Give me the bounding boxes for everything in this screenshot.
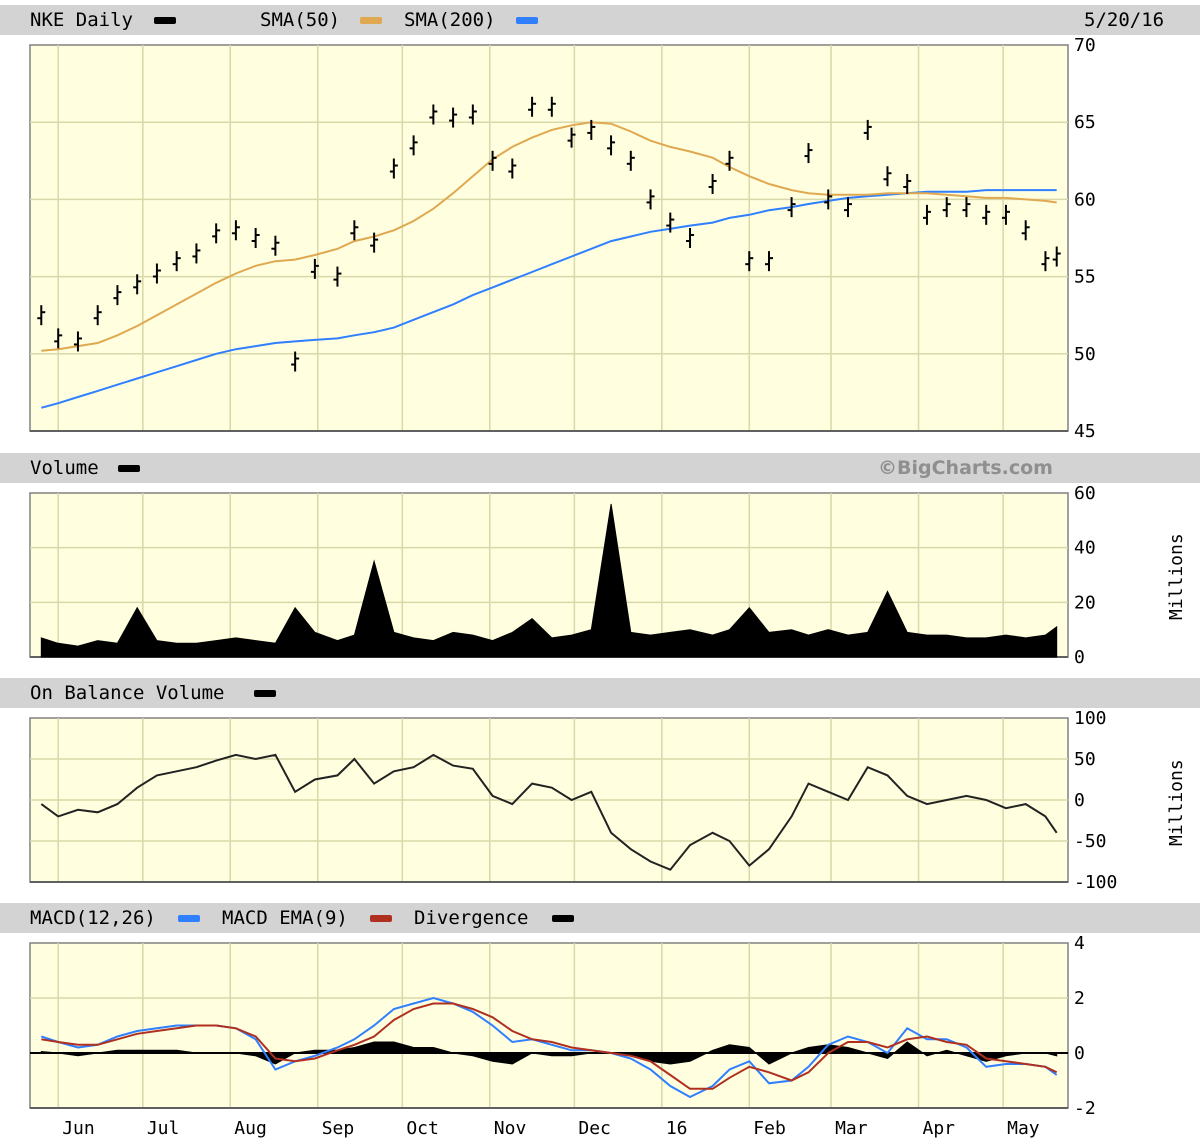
volume-area [40, 503, 1058, 658]
x-tick-label-5: Nov [494, 1118, 527, 1139]
obv-unit-label: Millions [1166, 759, 1187, 846]
macd-ytick-label-0: 4 [1074, 933, 1085, 954]
price-ytick-label-2: 60 [1074, 189, 1096, 210]
macd-ytick-label-1: 2 [1074, 988, 1085, 1009]
volume-panel-header: Volume ©BigCharts.com [0, 453, 1200, 483]
volume-ytick-label-1: 40 [1074, 538, 1096, 559]
price-ytick-label-3: 55 [1074, 267, 1096, 288]
price-ytick-label-0: 70 [1074, 35, 1096, 56]
volume-ytick-label-0: 60 [1074, 483, 1096, 504]
x-tick-label-3: Sep [322, 1118, 355, 1139]
x-tick-label-11: May [1007, 1118, 1040, 1139]
obv-ytick-label-3: -50 [1074, 831, 1107, 852]
macd-legend-swatch [178, 915, 200, 922]
x-tick-label-9: Mar [835, 1118, 868, 1139]
copyright-label: ©BigCharts.com [878, 457, 1053, 479]
x-tick-label-8: Feb [753, 1118, 786, 1139]
macd-legend-label: MACD(12,26) [30, 907, 156, 929]
volume-legend-swatch [118, 465, 140, 472]
macd-panel-header: MACD(12,26) MACD EMA(9) Divergence [0, 903, 1200, 933]
price-panel: 70 65 60 55 50 45 [29, 35, 1096, 442]
x-tick-label-0: Jun [62, 1118, 95, 1139]
sma200-line [41, 189, 1057, 409]
price-panel-header: NKE Daily SMA(50) SMA(200) 5/20/16 [0, 5, 1200, 35]
price-ytick-label-4: 50 [1074, 344, 1096, 365]
obv-ytick-label-1: 50 [1074, 749, 1096, 770]
obv-legend-swatch [254, 690, 276, 697]
macd-ema-legend-label: MACD EMA(9) [222, 907, 348, 929]
price-plot-area [29, 44, 1069, 432]
sma50-legend-swatch [360, 17, 382, 24]
obv-line [40, 753, 1058, 871]
macd-ytick-label-2: 0 [1074, 1043, 1085, 1064]
obv-ytick-label-4: -100 [1074, 872, 1117, 893]
divergence-legend-swatch [552, 915, 574, 922]
x-tick-label-4: Oct [406, 1118, 439, 1139]
obv-ytick-label-0: 100 [1074, 708, 1107, 729]
sma200-legend-label: SMA(200) [404, 9, 496, 31]
sma200-legend-swatch [516, 17, 538, 24]
macd-ema-line [41, 1002, 1058, 1090]
macd-ytick-label-3: -2 [1074, 1098, 1096, 1119]
x-tick-label-6: Dec [578, 1118, 611, 1139]
volume-ytick-label-3: 0 [1074, 647, 1085, 668]
obv-ytick-label-2: 0 [1074, 790, 1085, 811]
volume-plot-area [29, 492, 1069, 658]
price-ytick-label-1: 65 [1074, 112, 1096, 133]
obv-panel: 100 50 0 -50 -100 [29, 708, 1117, 893]
macd-ema-legend-swatch [370, 915, 392, 922]
volume-unit-label: Millions [1166, 533, 1187, 620]
price-panel-title: NKE Daily [30, 9, 133, 31]
obv-panel-header: On Balance Volume [0, 678, 1200, 708]
x-tick-label-10: Apr [923, 1118, 956, 1139]
obv-panel-title: On Balance Volume [30, 682, 225, 704]
x-tick-label-1: Jul [147, 1118, 180, 1139]
volume-panel: 60 40 20 0 [29, 483, 1096, 668]
x-tick-label-2: Aug [234, 1118, 267, 1139]
x-tick-label-7: 16 [666, 1118, 688, 1139]
macd-panel: 4 2 0 -2 [29, 933, 1096, 1119]
volume-panel-title: Volume [30, 457, 99, 479]
chart-date: 5/20/16 [1084, 9, 1165, 31]
price-ytick-label-5: 45 [1074, 421, 1096, 442]
divergence-legend-label: Divergence [414, 907, 529, 929]
volume-ytick-label-2: 20 [1074, 592, 1096, 613]
sma50-line [41, 121, 1057, 352]
sma50-legend-label: SMA(50) [260, 9, 341, 31]
x-axis: Jun Jul Aug Sep Oct Nov Dec 16 Feb Mar Apr May [62, 1118, 1040, 1139]
price-title-swatch [154, 17, 176, 24]
